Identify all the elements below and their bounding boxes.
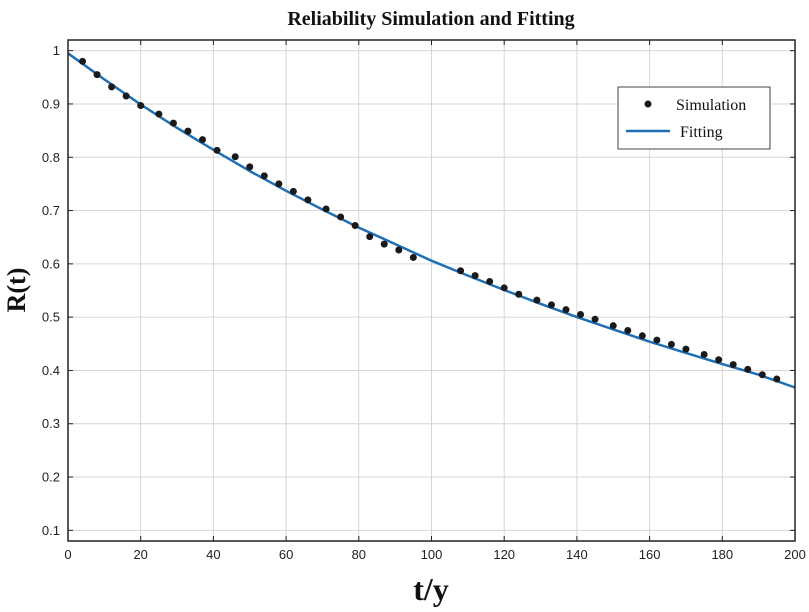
- simulation-point: [351, 221, 359, 229]
- simulation-point: [609, 322, 617, 330]
- legend-box: [617, 86, 771, 150]
- simulation-point: [322, 205, 330, 213]
- legend-fitting-label: Fitting: [680, 124, 723, 141]
- simulation-point: [773, 375, 781, 383]
- simulation-point: [715, 356, 723, 364]
- simulation-point: [260, 172, 268, 180]
- simulation-point: [682, 345, 690, 353]
- simulation-point: [184, 127, 192, 135]
- simulation-point: [653, 336, 661, 344]
- simulation-point: [500, 284, 508, 292]
- simulation-point: [198, 136, 206, 144]
- x-tick-label: 120: [493, 547, 515, 562]
- y-tick-label: 0.2: [42, 470, 60, 485]
- axis-ticks: [67, 40, 796, 541]
- simulation-point: [562, 306, 570, 314]
- y-tick-label: 0.6: [42, 256, 60, 271]
- fitting-curve: [67, 52, 796, 389]
- simulation-point: [638, 332, 646, 340]
- simulation-point: [395, 246, 403, 254]
- x-tick-label: 160: [639, 547, 661, 562]
- legend-simulation-marker: [644, 100, 652, 108]
- x-tick-label: 20: [133, 547, 147, 562]
- y-tick-label: 0.5: [42, 310, 60, 325]
- simulation-point: [289, 187, 297, 195]
- simulation-point: [471, 272, 479, 280]
- simulation-point: [577, 310, 585, 318]
- simulation-point: [246, 163, 254, 171]
- x-tick-label: 180: [711, 547, 733, 562]
- x-axis-label: t/y: [413, 571, 449, 607]
- x-tick-label: 140: [566, 547, 588, 562]
- simulation-point: [108, 83, 116, 91]
- simulation-point: [366, 233, 374, 241]
- simulation-point: [122, 92, 130, 100]
- x-tick-label: 80: [352, 547, 366, 562]
- simulation-point: [547, 301, 555, 309]
- y-tick-labels: 0.1 0.2 0.3 0.4 0.5 0.6 0.7 0.8 0.9 1: [42, 43, 60, 538]
- simulation-point: [486, 277, 494, 285]
- y-tick-label: 0.8: [42, 150, 60, 165]
- simulation-point: [758, 371, 766, 379]
- simulation-point: [700, 350, 708, 358]
- simulation-point: [380, 240, 388, 248]
- simulation-point: [155, 110, 163, 118]
- x-tick-label: 100: [421, 547, 443, 562]
- y-tick-label: 1: [53, 43, 60, 58]
- simulation-point: [79, 57, 87, 65]
- x-tick-label: 200: [784, 547, 806, 562]
- fitting-series: [67, 52, 796, 389]
- legend-simulation-label: Simulation: [676, 97, 746, 114]
- simulation-point: [93, 71, 101, 79]
- simulation-point: [337, 213, 345, 221]
- y-tick-label: 0.9: [42, 96, 60, 111]
- simulation-point: [667, 340, 675, 348]
- simulation-point: [231, 153, 239, 161]
- x-tick-labels: 0 20 40 60 80 100 120 140 160 180 200: [64, 547, 805, 562]
- y-tick-label: 0.3: [42, 416, 60, 431]
- x-tick-label: 60: [279, 547, 293, 562]
- x-tick-label: 0: [64, 547, 71, 562]
- simulation-point: [275, 180, 283, 188]
- simulation-point: [213, 146, 221, 154]
- legend: Simulation Fitting: [617, 86, 771, 150]
- x-tick-label: 40: [206, 547, 220, 562]
- simulation-point: [533, 296, 541, 304]
- simulation-point: [591, 315, 599, 323]
- simulation-point: [457, 267, 465, 275]
- simulation-point: [729, 361, 737, 369]
- simulation-point: [515, 290, 523, 298]
- y-axis-label: R(t): [2, 268, 31, 313]
- simulation-point: [744, 365, 752, 373]
- y-tick-label: 0.4: [42, 363, 60, 378]
- simulation-point: [624, 326, 632, 334]
- simulation-point: [304, 196, 312, 204]
- simulation-point: [169, 119, 177, 127]
- y-tick-label: 0.1: [42, 523, 60, 538]
- simulation-point: [137, 102, 145, 110]
- simulation-point: [409, 253, 417, 261]
- simulation-series: [79, 57, 781, 383]
- chart-title: Reliability Simulation and Fitting: [287, 8, 574, 30]
- y-tick-label: 0.7: [42, 203, 60, 218]
